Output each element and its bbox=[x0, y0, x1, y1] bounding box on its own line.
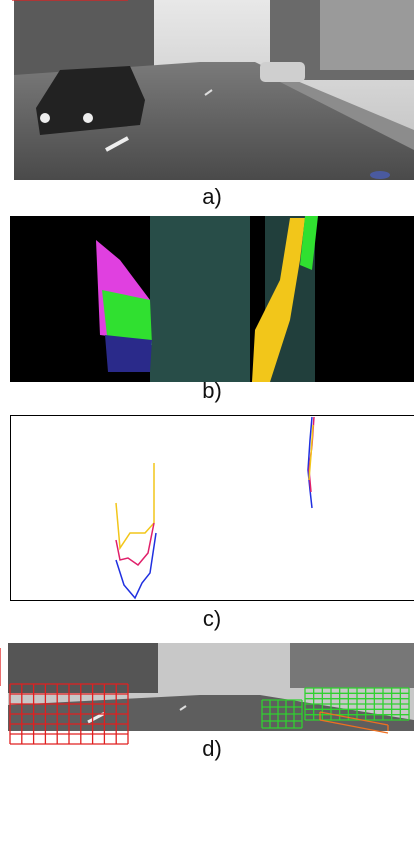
contour-plot-c-part bbox=[115, 463, 155, 551]
panel-label: b) bbox=[202, 378, 222, 403]
photo-a-part bbox=[370, 171, 390, 179]
contour-plot-c-part bbox=[115, 532, 157, 600]
photo-a-part bbox=[320, 0, 414, 70]
photo-a-part bbox=[36, 66, 145, 135]
photo-d-part bbox=[179, 705, 187, 711]
segmentation-b-part bbox=[252, 218, 305, 382]
curb-box-line bbox=[319, 719, 389, 734]
segmentation-b-part bbox=[102, 290, 152, 345]
contour-plot-c-part bbox=[115, 522, 155, 567]
photo-a-part bbox=[105, 136, 129, 152]
photo-a-part bbox=[204, 89, 213, 96]
panel-label: c) bbox=[203, 606, 221, 631]
photo-d-part bbox=[290, 643, 414, 688]
photo-a bbox=[14, 0, 414, 180]
contour-plot-c-part bbox=[10, 415, 414, 601]
contour-plot-c-part bbox=[307, 416, 313, 509]
segmentation-b-part bbox=[150, 216, 250, 382]
segmentation-b-part bbox=[105, 335, 152, 372]
photo-a-part bbox=[40, 113, 50, 123]
panel-label: a) bbox=[202, 184, 222, 209]
photo-a-part bbox=[280, 78, 414, 150]
curb-box-line bbox=[319, 711, 389, 726]
contour-plot-c-part bbox=[308, 424, 314, 481]
segmentation-b-part bbox=[300, 216, 318, 270]
contour-plot-c bbox=[10, 415, 414, 601]
segmentation-b bbox=[10, 216, 414, 382]
photo-a-part bbox=[83, 113, 93, 123]
photo-a-part bbox=[260, 62, 305, 82]
detection-grids bbox=[0, 0, 410, 745]
photo-d-part bbox=[8, 643, 158, 693]
panel-label: d) bbox=[202, 736, 222, 761]
